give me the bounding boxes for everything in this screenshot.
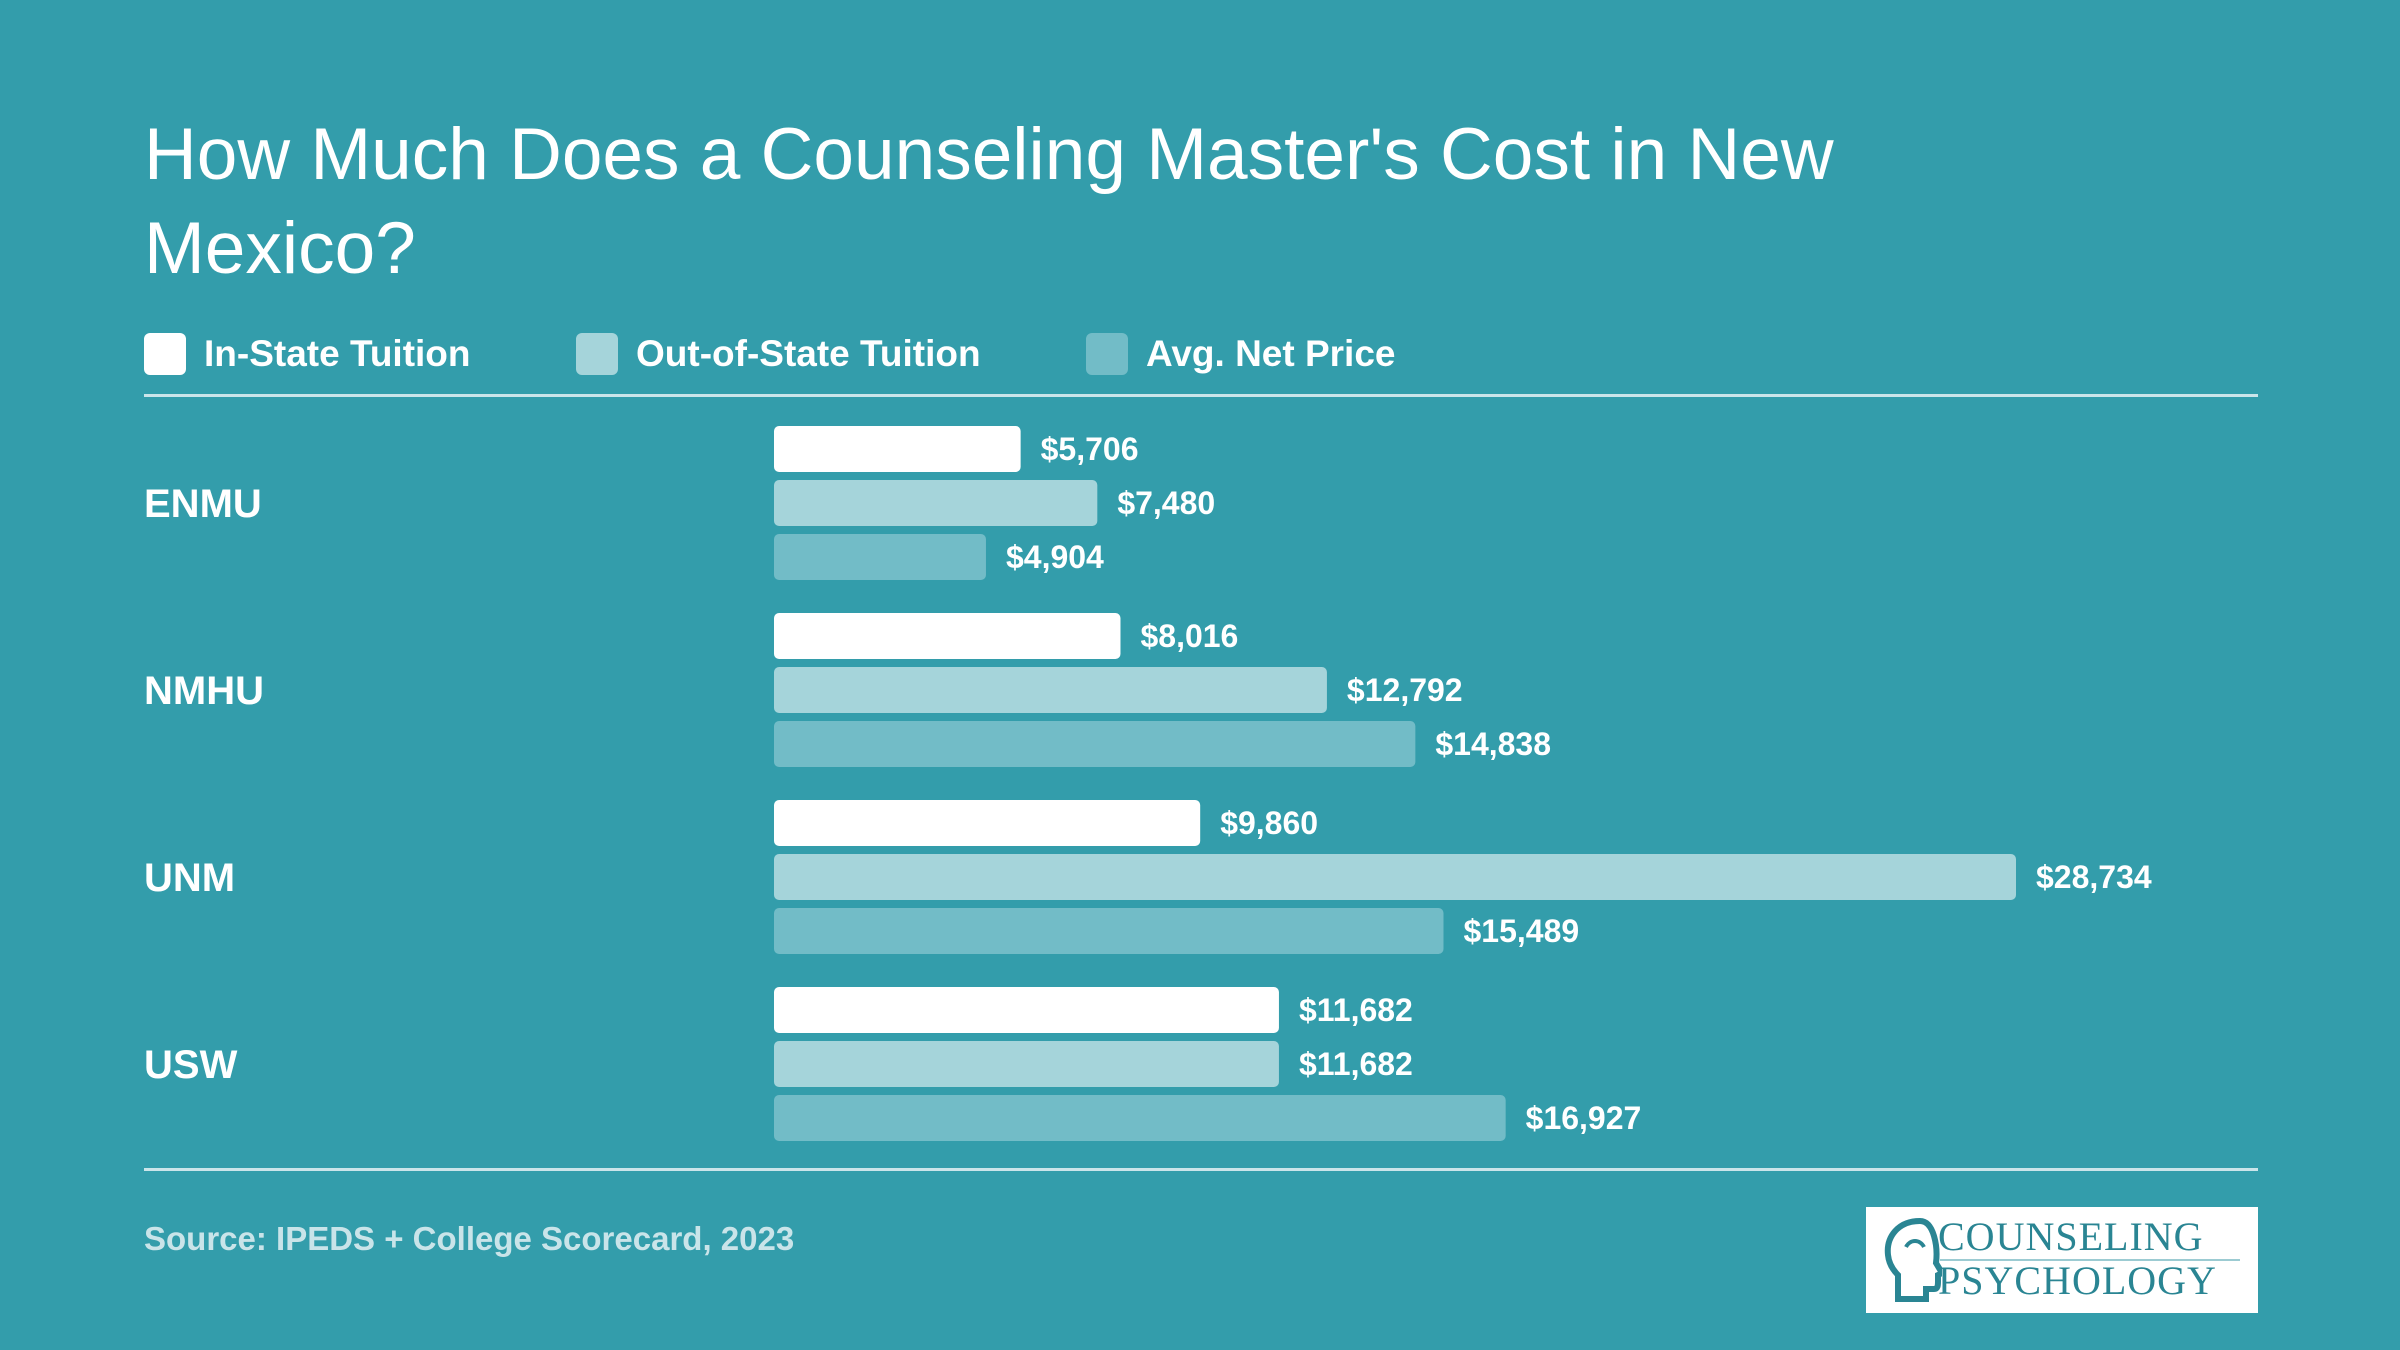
value-label-enmu-net-price: $4,904 (1006, 539, 1104, 575)
logo-divider (1940, 1259, 2240, 1261)
category-label-usw: USW (144, 1043, 238, 1087)
bar-nmhu-in-state (774, 613, 1121, 659)
value-label-usw-in-state: $11,682 (1299, 992, 1413, 1028)
value-label-nmhu-in-state: $8,016 (1140, 618, 1238, 654)
value-label-nmhu-net-price: $14,838 (1435, 726, 1551, 762)
bar-enmu-net-price (774, 534, 986, 580)
value-label-nmhu-out-of-state: $12,792 (1347, 672, 1463, 708)
legend-swatch-net-price (1086, 333, 1128, 375)
bar-nmhu-net-price (774, 721, 1416, 767)
bar-usw-net-price (774, 1095, 1506, 1141)
bar-enmu-out-of-state (774, 480, 1098, 526)
legend-swatch-out-of-state (576, 333, 618, 375)
category-label-enmu: ENMU (144, 482, 262, 526)
bar-unm-net-price (774, 908, 1444, 954)
bottom-divider (144, 1168, 2258, 1171)
bar-usw-out-of-state (774, 1041, 1279, 1087)
value-label-usw-out-of-state: $11,682 (1299, 1046, 1413, 1082)
legend-label-net-price: Avg. Net Price (1146, 333, 1396, 374)
legend-item-out-of-state: Out-of-State Tuition (576, 333, 1086, 375)
chart-title: How Much Does a Counseling Master's Cost… (144, 114, 1834, 289)
value-label-unm-out-of-state: $28,734 (2036, 859, 2152, 895)
bar-unm-in-state (774, 800, 1201, 846)
value-label-enmu-out-of-state: $7,480 (1117, 485, 1215, 521)
bar-nmhu-out-of-state (774, 667, 1327, 713)
value-label-unm-in-state: $9,860 (1220, 805, 1318, 841)
legend-label-in-state: In-State Tuition (204, 333, 471, 374)
category-label-nmhu: NMHU (144, 669, 264, 713)
value-label-unm-net-price: $15,489 (1463, 913, 1579, 949)
head-profile-icon (1884, 1217, 1942, 1302)
counseling-psychology-logo: COUNSELING PSYCHOLOGY (1866, 1207, 2258, 1313)
legend-label-out-of-state: Out-of-State Tuition (636, 333, 981, 374)
category-label-unm: UNM (144, 856, 235, 900)
legend-swatch-in-state (144, 333, 186, 375)
legend: In-State Tuition Out-of-State Tuition Av… (144, 328, 1396, 380)
source-note: Source: IPEDS + College Scorecard, 2023 (144, 1220, 795, 1257)
value-label-usw-net-price: $16,927 (1526, 1100, 1642, 1136)
logo-text-line1: COUNSELING (1938, 1214, 2204, 1259)
logo-text-line2: PSYCHOLOGY (1938, 1258, 2217, 1303)
value-label-enmu-in-state: $5,706 (1041, 431, 1139, 467)
bar-enmu-in-state (774, 426, 1021, 472)
top-divider (144, 394, 2258, 397)
legend-item-net-price: Avg. Net Price (1086, 333, 1396, 375)
bar-unm-out-of-state (774, 854, 2016, 900)
legend-item-in-state: In-State Tuition (144, 333, 576, 375)
bar-usw-in-state (774, 987, 1279, 1033)
